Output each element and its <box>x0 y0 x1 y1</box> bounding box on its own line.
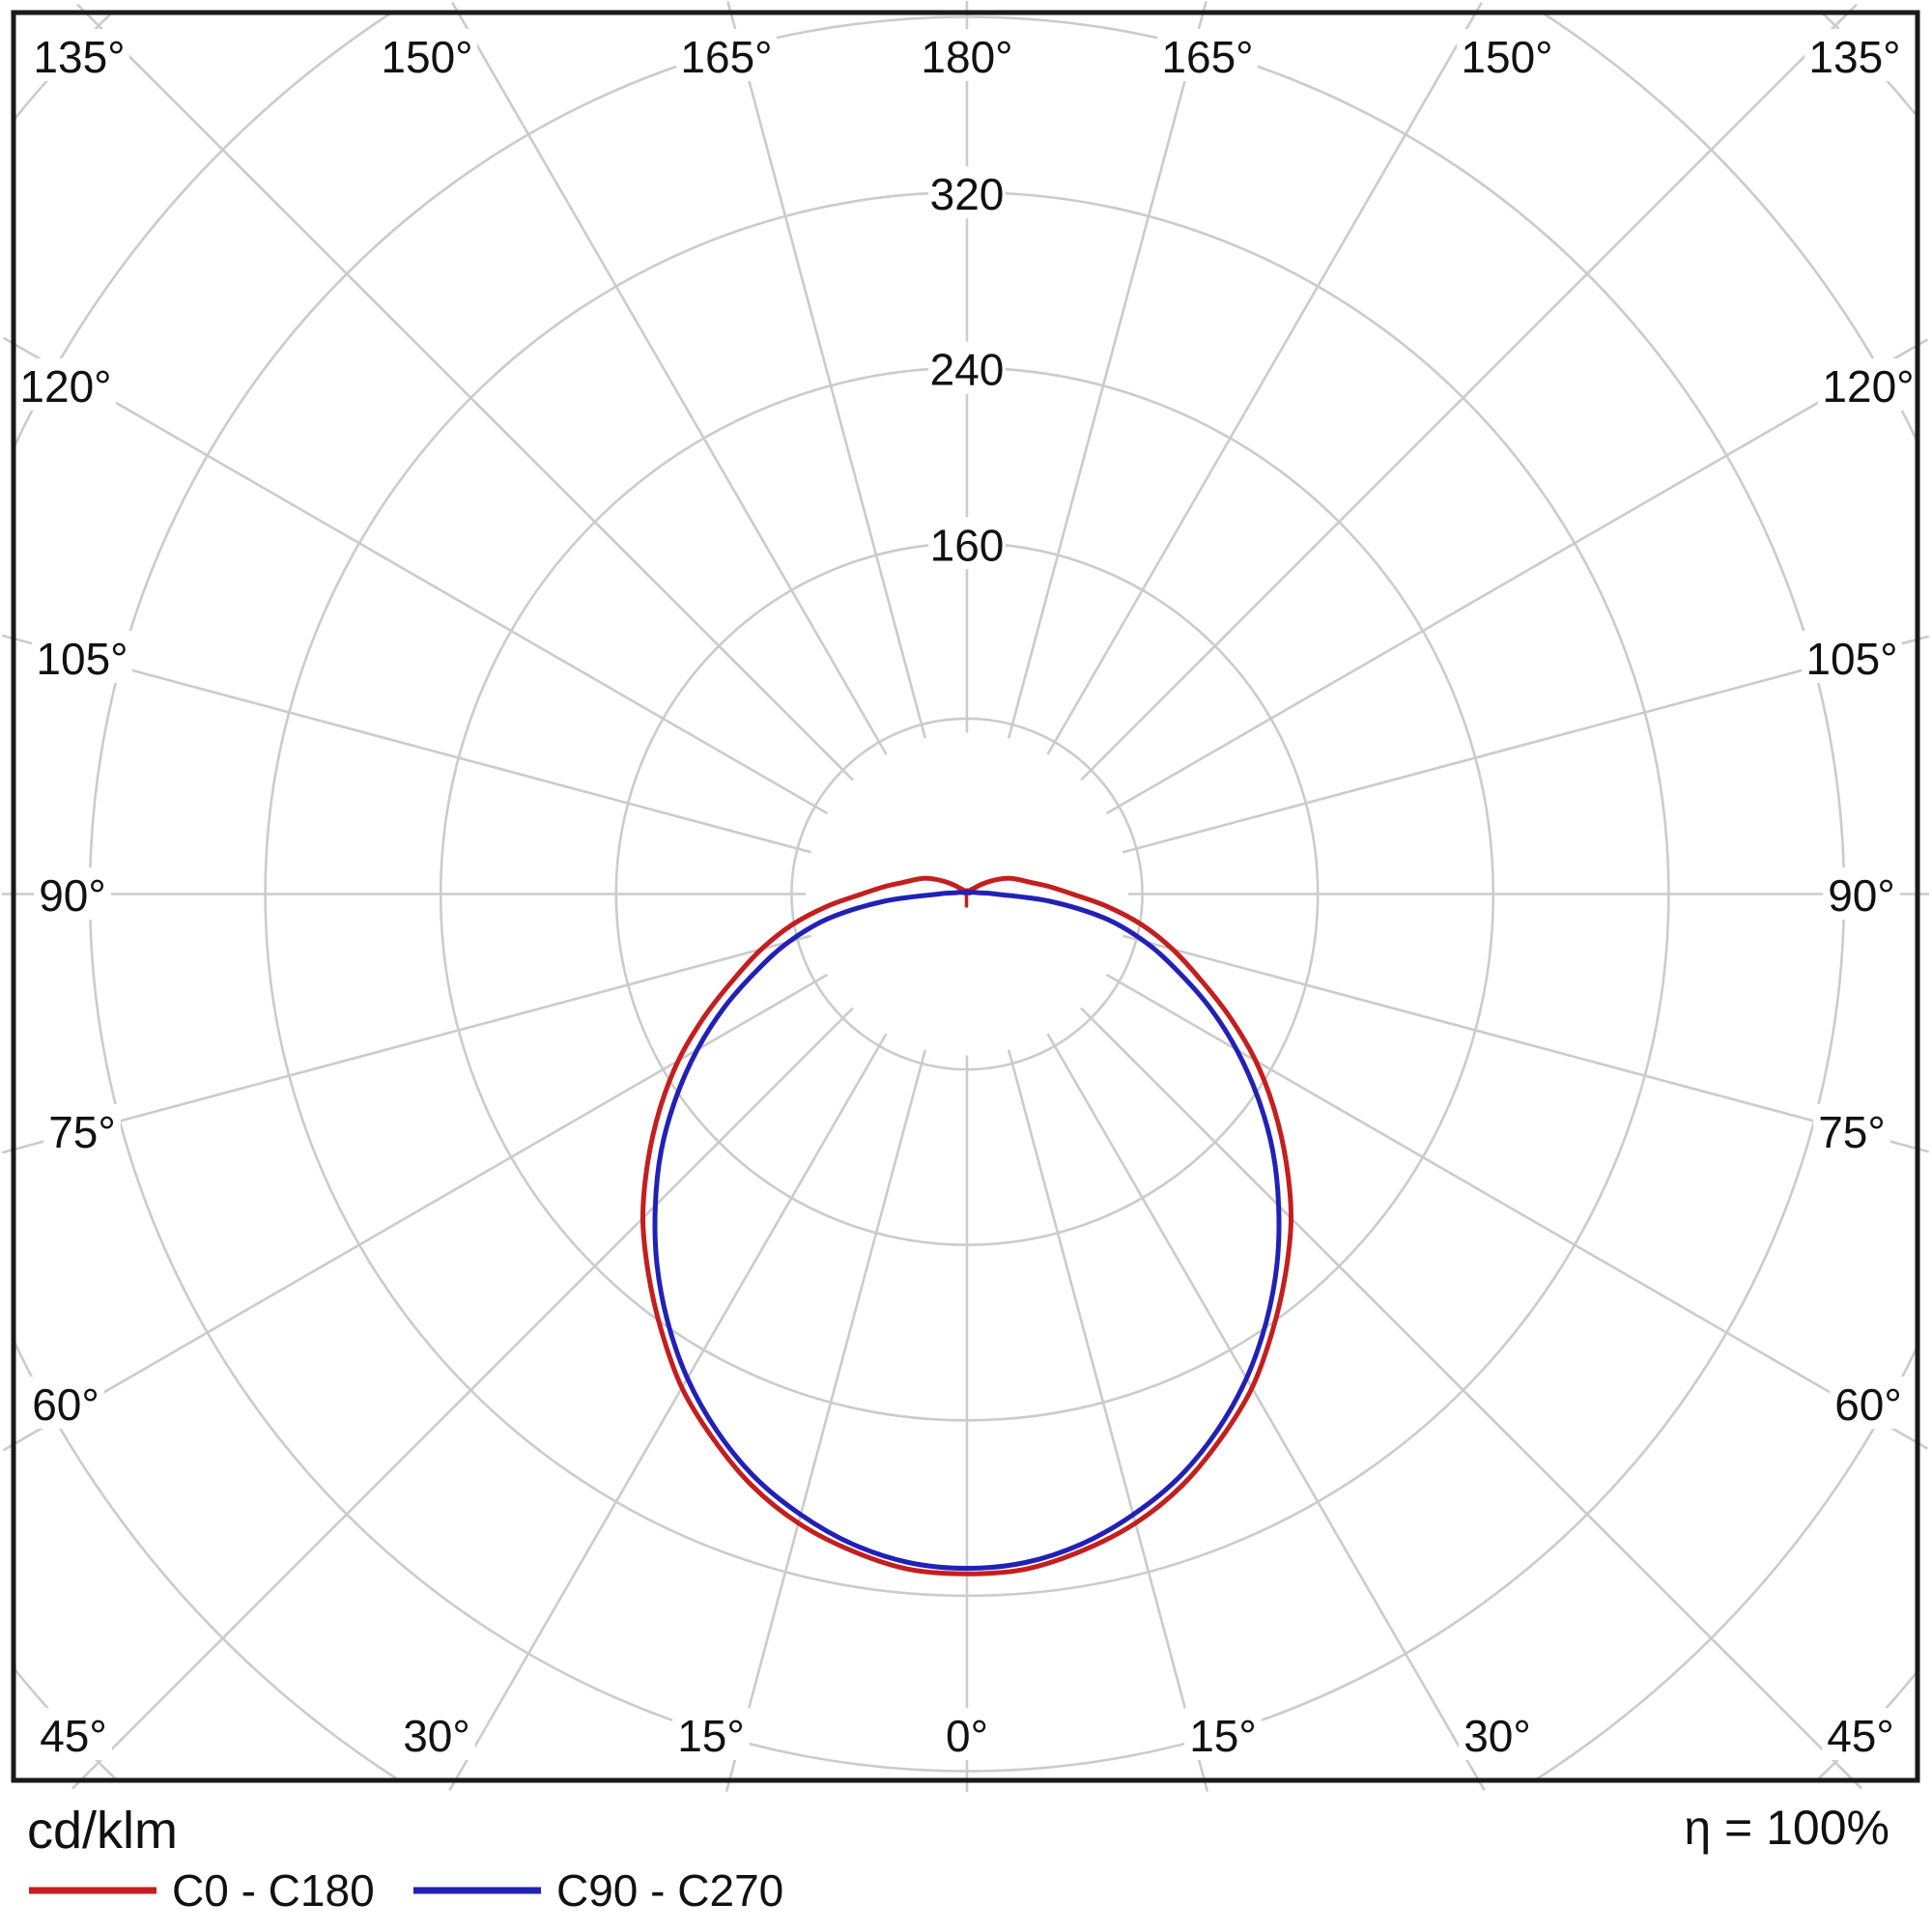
plot-border <box>11 10 1920 1783</box>
angle-label-21-15°: 15° <box>1189 1711 1257 1761</box>
radial-tick-label-160-bg <box>928 517 1006 570</box>
angle-label-14-90°: 90° <box>1828 870 1895 921</box>
legend: C0 - C180 C90 - C270 <box>29 1865 783 1916</box>
angle-ray-225 <box>76 3 854 781</box>
angle-label-5-150°: 150° <box>1461 32 1552 82</box>
angle-label-7-120°: 120° <box>19 361 111 412</box>
angle-label-5-150°-bg <box>1457 29 1557 81</box>
angle-label-4-165°-bg <box>1157 29 1258 81</box>
angle-label-9-90°-bg <box>34 867 111 920</box>
curve-C0-C180 <box>639 875 1294 1577</box>
angle-label-19-15°-bg <box>672 1708 750 1760</box>
angle-ray-135 <box>1080 3 1858 781</box>
angle-label-13-105°: 105° <box>1805 634 1897 684</box>
legend-label-c0-c180: C0 - C180 <box>172 1865 375 1916</box>
angle-label-6-135°: 135° <box>1808 32 1900 82</box>
angle-ray-120 <box>1105 338 1929 815</box>
angle-label-1-150°-bg <box>377 29 477 81</box>
angle-ray-300 <box>2 973 829 1452</box>
angle-label-21-15°-bg <box>1184 1708 1262 1760</box>
angle-label-9-90°: 90° <box>39 870 106 921</box>
radial-tick-label-240: 240 <box>930 345 1005 395</box>
angle-label-8-105°: 105° <box>36 634 128 684</box>
angle-label-23-45°: 45° <box>1827 1711 1894 1761</box>
angle-ray-285 <box>2 934 812 1154</box>
angle-label-15-75°-bg <box>1813 1104 1890 1156</box>
angle-label-3-180°: 180° <box>921 32 1012 82</box>
radial-tick-label-160: 160 <box>930 520 1005 570</box>
legend-label-c90-c270: C90 - C270 <box>556 1865 783 1916</box>
angle-label-12-120°-bg <box>1818 358 1918 411</box>
angle-ray-150 <box>1046 1 1483 755</box>
angle-label-0-135°-bg <box>29 29 129 81</box>
angle-label-11-60°: 60° <box>32 1379 99 1430</box>
unit-label: cd/klm <box>27 1802 178 1860</box>
angle-label-20-0°-bg <box>940 1708 994 1760</box>
angle-ray-15 <box>1007 1049 1209 1792</box>
angle-ray-75 <box>1122 934 1929 1153</box>
angle-label-7-120°-bg <box>15 358 116 411</box>
angle-label-16-60°: 60° <box>1834 1379 1902 1430</box>
angle-label-0-135°: 135° <box>33 32 125 82</box>
angle-label-19-15°: 15° <box>677 1711 745 1761</box>
angle-label-11-60°-bg <box>27 1377 104 1429</box>
angle-label-18-30°: 30° <box>403 1711 470 1761</box>
angle-label-14-90°-bg <box>1823 867 1900 920</box>
angle-label-13-105°-bg <box>1802 631 1902 683</box>
angle-label-10-75°: 75° <box>48 1107 116 1157</box>
angle-ray-210 <box>451 1 888 755</box>
angle-ray-60 <box>1105 973 1929 1450</box>
angle-label-18-30°-bg <box>398 1708 475 1760</box>
angle-ray-195 <box>726 1 927 739</box>
angle-ray-30 <box>1046 1033 1486 1792</box>
angle-label-3-180°-bg <box>917 29 1017 81</box>
angle-label-2-165°-bg <box>676 29 777 81</box>
angle-label-2-165°: 165° <box>680 32 772 82</box>
angle-label-4-165°: 165° <box>1161 32 1253 82</box>
angle-label-22-30°: 30° <box>1463 1711 1531 1761</box>
angle-label-12-120°: 120° <box>1822 361 1914 412</box>
angle-label-17-45°: 45° <box>40 1711 107 1761</box>
angle-label-6-135°-bg <box>1804 29 1905 81</box>
angle-label-10-75°-bg <box>43 1104 121 1156</box>
intensity-curves <box>639 875 1294 1577</box>
efficiency-label: η = 100% <box>1684 1801 1889 1855</box>
angle-ray-345 <box>724 1049 927 1792</box>
angle-label-8-105°-bg <box>32 631 132 683</box>
radial-tick-label-320: 320 <box>930 169 1005 219</box>
angle-label-17-45°-bg <box>35 1708 112 1760</box>
angle-ray-165 <box>1007 1 1208 739</box>
radial-tick-label-320-bg <box>928 166 1006 219</box>
angle-ray-255 <box>2 634 812 854</box>
curve-C90-C270 <box>652 889 1282 1571</box>
angle-ray-330 <box>448 1033 888 1792</box>
angle-ray-105 <box>1122 635 1929 854</box>
angle-label-15-75°: 75° <box>1818 1107 1886 1157</box>
angle-ray-240 <box>2 336 829 815</box>
angle-label-23-45°-bg <box>1822 1708 1899 1760</box>
radial-tick-label-240-bg <box>928 341 1006 394</box>
angle-ray-45 <box>1080 1007 1862 1790</box>
angle-label-1-150°: 150° <box>381 32 472 82</box>
angle-label-16-60°-bg <box>1830 1377 1907 1429</box>
grid-labels: 160 240 320 135° 150° 165° 180° 165° 150° 135° 120… <box>15 29 1918 1761</box>
angle-label-22-30°-bg <box>1459 1708 1536 1760</box>
angle-ray-315 <box>71 1007 854 1790</box>
angle-label-20-0°: 0° <box>946 1711 988 1761</box>
